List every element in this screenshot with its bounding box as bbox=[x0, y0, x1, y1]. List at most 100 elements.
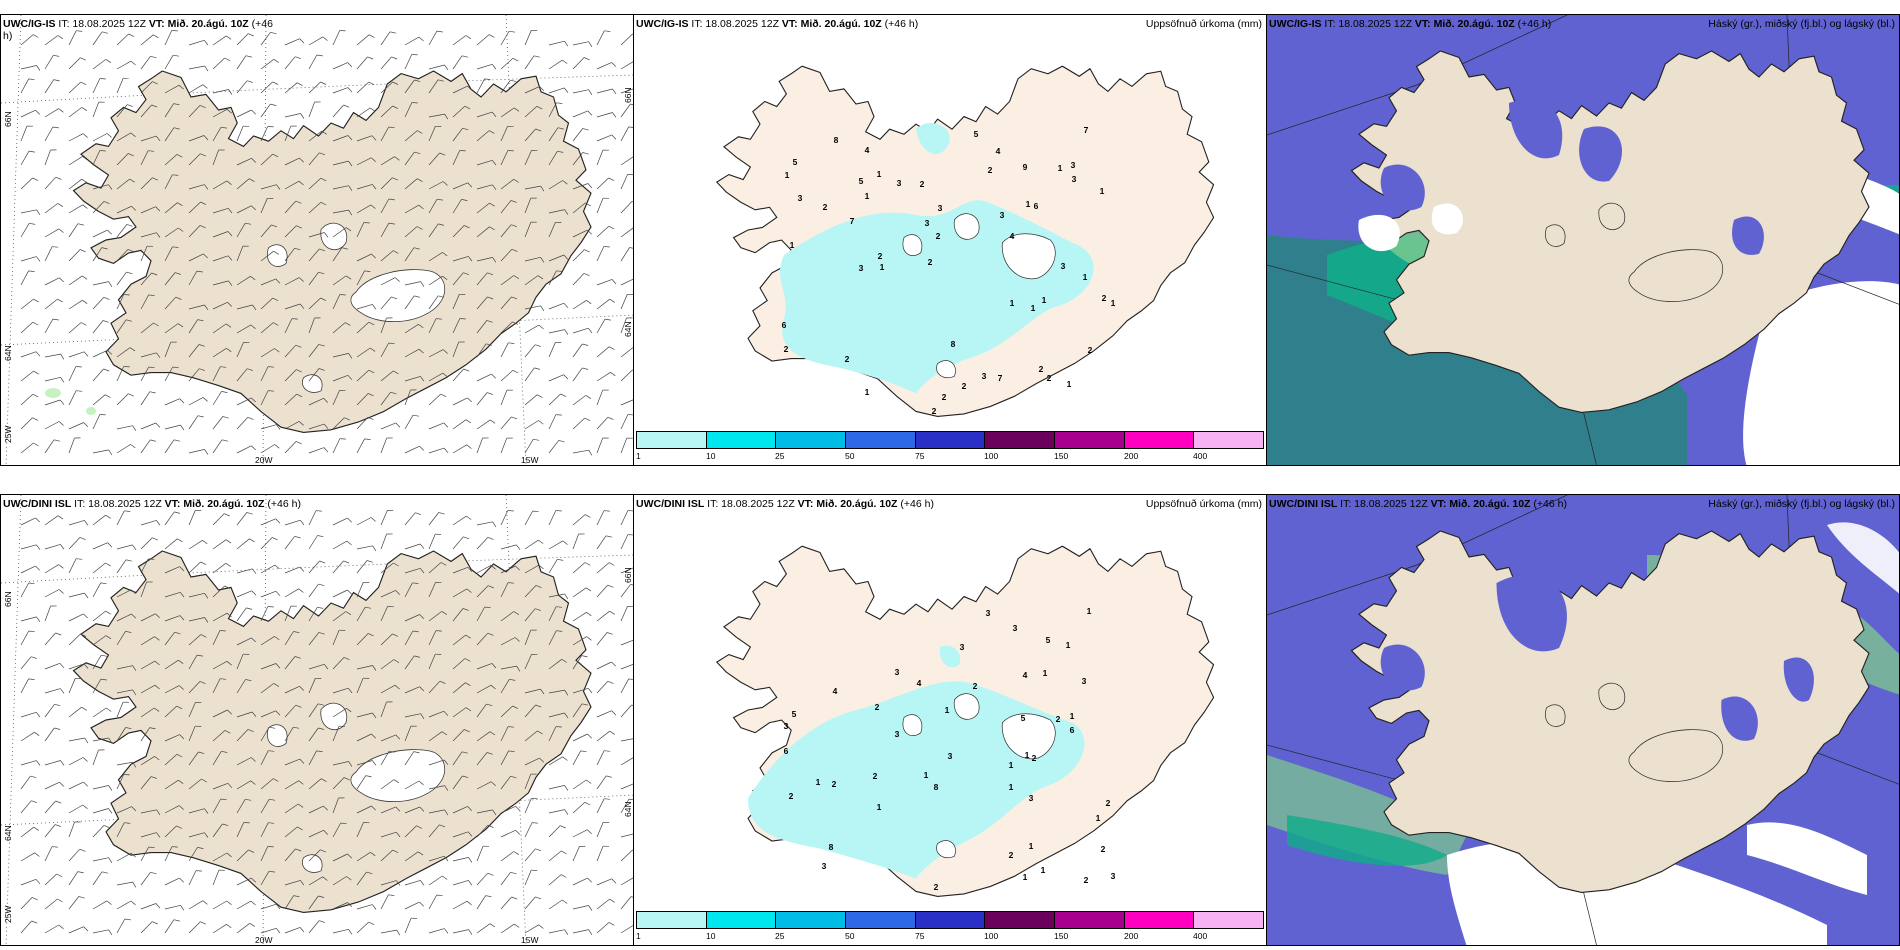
wind-barb bbox=[116, 900, 132, 910]
wind-barb bbox=[284, 344, 297, 358]
wind-barb bbox=[596, 730, 610, 742]
wind-barb bbox=[188, 225, 201, 238]
precip-value: 3 bbox=[938, 203, 943, 213]
wind-barb bbox=[500, 389, 508, 406]
wind-barb bbox=[140, 104, 152, 118]
wind-barb-flag bbox=[419, 614, 425, 620]
wind-barb bbox=[116, 589, 132, 598]
wind-barb-flag bbox=[588, 450, 593, 456]
wind-barb-flag bbox=[125, 559, 132, 562]
wind-barb-flag bbox=[324, 232, 329, 238]
precip-value: 3 bbox=[1072, 174, 1077, 184]
wind-barb bbox=[284, 685, 300, 694]
wind-barb bbox=[524, 539, 539, 550]
wind-barb bbox=[284, 393, 297, 406]
wind-barb bbox=[20, 34, 34, 46]
wind-barb-flag bbox=[363, 222, 370, 224]
wind-barb-flag bbox=[540, 305, 545, 312]
wind-barb bbox=[452, 588, 467, 598]
wind-barb-flag bbox=[395, 422, 401, 428]
wind-barb bbox=[308, 177, 322, 190]
lon-label-15: 15W bbox=[521, 935, 539, 945]
wind-barb bbox=[92, 707, 107, 718]
wind-barb-flag bbox=[83, 781, 89, 787]
wind-barb bbox=[20, 393, 34, 406]
wind-barb-flag bbox=[364, 438, 371, 440]
wind-barb-flag bbox=[271, 224, 278, 228]
precip-value: 1 bbox=[816, 777, 821, 787]
wind-barb bbox=[116, 249, 129, 262]
wind-barb-flag bbox=[319, 560, 326, 564]
wind-barb-flag bbox=[348, 687, 353, 694]
wind-barb bbox=[452, 199, 462, 214]
wind-barb bbox=[68, 558, 77, 574]
colorbar-tick: 150 bbox=[1054, 451, 1069, 461]
wind-barb bbox=[332, 247, 343, 262]
wind-barb-flag bbox=[58, 228, 64, 233]
wind-barb bbox=[404, 151, 415, 166]
precip-value: 1 bbox=[924, 770, 929, 780]
colorbar-swatch bbox=[985, 432, 1056, 448]
wind-barb bbox=[92, 871, 103, 886]
wind-barb-flag bbox=[195, 870, 203, 872]
wind-barb bbox=[548, 440, 560, 454]
wind-barb-flag bbox=[154, 684, 160, 690]
wind-barb-flag bbox=[108, 449, 113, 456]
wind-barb bbox=[404, 751, 415, 766]
wind-barb bbox=[548, 899, 563, 910]
wind-barb bbox=[44, 515, 59, 526]
wind-barb-flag bbox=[345, 275, 352, 280]
wind-barb bbox=[68, 81, 81, 94]
cloud-panel-bottom: UWC/DINI ISL IT: 18.08.2025 12Z VT: Mið.… bbox=[1266, 494, 1900, 946]
colorbar-swatch bbox=[776, 912, 847, 928]
wind-barb-flag bbox=[348, 160, 353, 167]
wind-barb-flag bbox=[105, 610, 111, 615]
wind-barb-flag bbox=[177, 538, 183, 543]
wind-barb bbox=[380, 606, 388, 622]
wind-barb-flag bbox=[35, 109, 41, 115]
wind-barb-flag bbox=[151, 104, 158, 108]
wind-barb bbox=[596, 584, 608, 598]
wind-barb-flag bbox=[538, 564, 544, 570]
wind-barb-flag bbox=[389, 750, 396, 753]
wind-barb bbox=[140, 232, 157, 238]
wind-barb bbox=[284, 157, 300, 166]
wind-barb bbox=[212, 391, 222, 406]
wind-barb bbox=[548, 180, 563, 190]
precip-value: 1 bbox=[1087, 606, 1092, 616]
wind-barb bbox=[116, 366, 125, 382]
wind-barb-flag bbox=[220, 366, 227, 368]
wind-barb-flag bbox=[318, 727, 325, 730]
wind-barb-flag bbox=[418, 780, 424, 786]
wind-barb bbox=[116, 104, 128, 118]
wind-barb bbox=[548, 929, 565, 934]
wind-barb bbox=[356, 184, 373, 190]
wind-barb bbox=[332, 185, 349, 190]
wind-barb-flag bbox=[564, 329, 569, 335]
wind-barb bbox=[236, 342, 244, 358]
wind-barb-flag bbox=[562, 180, 568, 185]
wind-barb bbox=[524, 275, 539, 286]
wind-barb-flag bbox=[487, 536, 494, 540]
wind-barb-flag bbox=[582, 128, 589, 131]
wind-barb-flag bbox=[108, 929, 113, 936]
wind-barb bbox=[188, 319, 198, 334]
wind-barb bbox=[356, 678, 364, 694]
wind-barb-flag bbox=[60, 377, 65, 383]
wind-barb bbox=[20, 565, 36, 574]
wind-barb-flag bbox=[83, 422, 89, 427]
wind-barb-flag bbox=[155, 135, 161, 142]
cloud-panel-top: UWC/IG-IS IT: 18.08.2025 12Z VT: Mið. 20… bbox=[1266, 14, 1900, 466]
precip-value: 3 bbox=[1082, 676, 1087, 686]
wind-barb-flag bbox=[33, 370, 39, 375]
wind-barb-flag bbox=[31, 800, 38, 804]
wind-barb bbox=[548, 222, 556, 238]
wind-barb bbox=[308, 447, 325, 454]
wind-barb bbox=[476, 731, 491, 742]
colorbar-swatch bbox=[776, 432, 847, 448]
wind-barb-flag bbox=[371, 733, 377, 739]
wind-barb bbox=[116, 852, 132, 862]
wind-barb bbox=[92, 78, 101, 94]
wind-barb bbox=[548, 756, 563, 766]
wind-barb bbox=[620, 783, 633, 790]
